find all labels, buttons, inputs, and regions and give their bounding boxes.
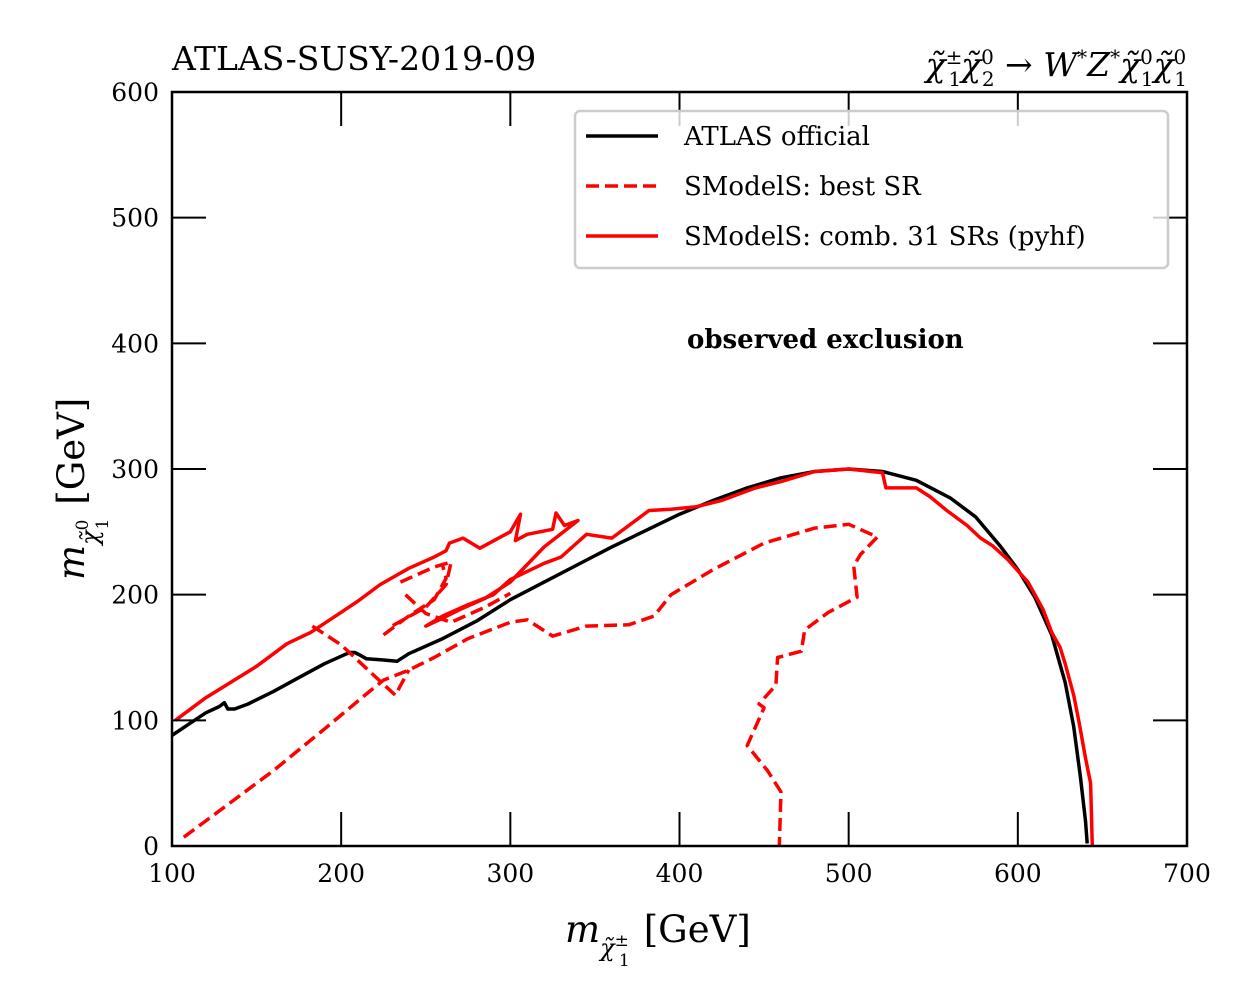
x-tick-label: 200 [317,859,365,888]
x-tick-label: 400 [656,859,704,888]
series-line-smodels-comb-31-srs-pyhf [174,467,1095,846]
series-line-smodels-best-sr-1 [311,624,411,697]
chart-title-right: χ̃± 1χ̃0 2 → W*Z*χ̃0 1χ̃0 1 [924,45,1187,91]
y-tick-label: 0 [143,832,159,861]
series-line-smodels-best-sr-0 [182,522,880,846]
y-tick-label: 300 [111,455,159,484]
y-tick-label: 200 [111,581,159,610]
y-tick-label: 400 [111,329,159,358]
legend-label-best-sr: SModelS: best SR [684,172,922,202]
x-tick-label: 700 [1163,859,1211,888]
chart-title-left: ATLAS-SUSY-2019-09 [171,39,536,78]
x-tick-label: 600 [994,859,1042,888]
x-tick-label: 300 [486,859,534,888]
legend: ATLAS official SModelS: best SR SModelS:… [573,109,1170,270]
legend-label-atlas-official: ATLAS official [683,122,870,152]
legend-box [573,109,1170,270]
plot-area [172,467,1095,846]
series-line-smodels-best-sr-4 [404,591,512,625]
y-tick-label: 500 [111,204,159,233]
y-tick-label: 600 [111,78,159,107]
svg-text:mχ̃01[GeV]: mχ̃01[GeV] [50,398,113,580]
x-tick-label: 500 [825,859,873,888]
legend-label-comb-srs: SModelS: comb. 31 SRs (pyhf) [684,222,1086,252]
x-tick-label: 100 [148,859,196,888]
y-tick-label: 100 [111,706,159,735]
x-axis-label: mχ̃± 1[GeV] [565,908,751,971]
y-axis-label: mχ̃01[GeV] [50,398,113,580]
annotation-observed-exclusion: observed exclusion [687,325,964,355]
